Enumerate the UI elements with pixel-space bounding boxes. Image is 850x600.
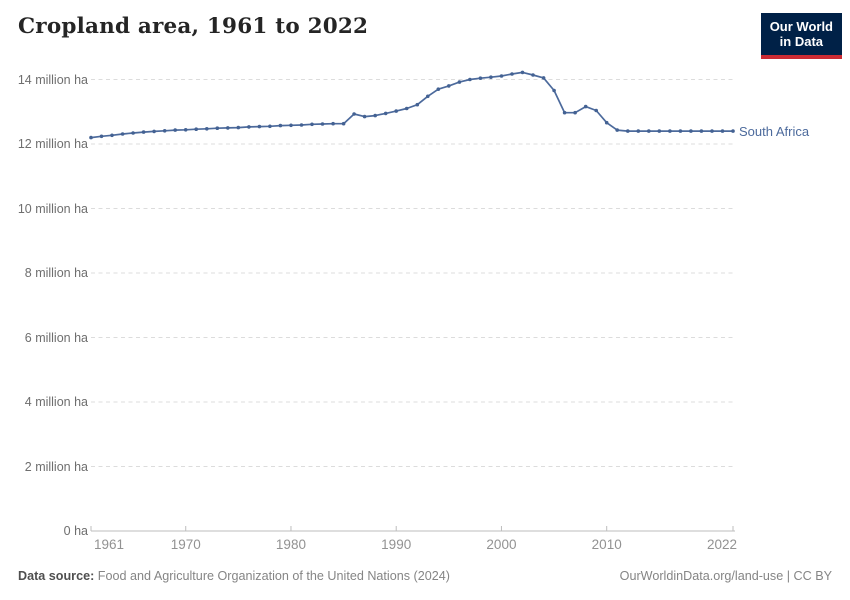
data-point — [583, 104, 588, 109]
data-point — [205, 127, 209, 131]
data-point — [320, 122, 325, 126]
data-point — [89, 135, 93, 140]
series-label-south-africa[interactable]: South Africa — [739, 124, 810, 140]
license-credit[interactable]: OurWorldinData.org/land-use | CC BY — [619, 569, 832, 583]
data-point — [489, 75, 493, 79]
data-point — [594, 108, 598, 113]
y-axis-tick-label: 8 million ha — [24, 266, 88, 280]
data-point — [268, 124, 272, 129]
data-point — [215, 126, 220, 130]
data-point — [226, 126, 230, 130]
data-source-label: Data source: — [18, 569, 95, 583]
data-point — [362, 114, 367, 119]
data-point — [478, 76, 483, 80]
x-axis-tick-label: 2022 — [706, 537, 737, 552]
x-axis-tick-label: 1990 — [381, 537, 412, 552]
data-point — [710, 129, 714, 133]
data-point — [310, 122, 314, 127]
data-point — [289, 123, 293, 128]
x-axis-tick-label: 2010 — [591, 537, 622, 552]
data-point — [520, 70, 525, 75]
data-source-note: Data source: Food and Agriculture Organi… — [18, 569, 450, 583]
data-point — [668, 129, 672, 133]
data-point — [531, 73, 535, 77]
data-point — [647, 129, 651, 133]
data-point — [257, 124, 262, 129]
data-point — [447, 84, 451, 88]
data-point — [173, 128, 177, 132]
data-point — [636, 129, 641, 133]
data-point — [499, 74, 504, 78]
y-axis-tick-label: 12 million ha — [17, 137, 88, 151]
data-point — [341, 121, 346, 126]
data-point — [541, 76, 546, 80]
y-axis-tick-label: 2 million ha — [24, 459, 88, 474]
data-point — [699, 129, 704, 133]
data-point — [657, 129, 662, 133]
data-point — [562, 110, 567, 115]
data-point — [404, 106, 409, 111]
owid-logo-box: Our World in Data — [760, 13, 842, 55]
data-point — [383, 111, 388, 116]
data-point — [468, 77, 472, 82]
data-line-south-africa — [90, 71, 734, 139]
owid-logo-line2: in Data — [779, 34, 824, 50]
chart-footer: Data source: Food and Agriculture Organi… — [0, 569, 850, 589]
x-axis-tick-label: 1961 — [94, 537, 125, 552]
data-point — [299, 123, 304, 127]
owid-logo[interactable]: Our World in Data — [760, 13, 842, 59]
data-point — [141, 130, 146, 134]
data-point — [110, 133, 114, 138]
data-point — [162, 129, 167, 133]
data-point — [131, 131, 135, 135]
data-point — [278, 123, 283, 128]
data-point — [604, 120, 609, 125]
data-point — [678, 129, 683, 133]
data-point — [426, 94, 430, 99]
y-axis-tick-label: 14 million ha — [17, 72, 88, 87]
data-point — [415, 102, 420, 107]
x-axis-tick-label: 2000 — [486, 537, 517, 552]
data-source-text: Food and Agriculture Organization of the… — [97, 569, 450, 583]
x-axis-tick-label: 1980 — [275, 537, 306, 552]
owid-logo-line1: Our World — [769, 19, 833, 34]
data-point — [573, 110, 577, 115]
y-axis-tick-label: 6 million ha — [24, 330, 88, 345]
data-point — [626, 129, 630, 133]
data-point — [352, 112, 356, 116]
data-point — [510, 72, 514, 76]
data-point — [373, 113, 378, 118]
chart-title: Cropland area, 1961 to 2022 — [18, 14, 369, 39]
data-point — [457, 80, 462, 84]
data-point — [436, 87, 441, 91]
data-point — [394, 109, 399, 113]
y-axis-tick-label: 0 ha — [63, 524, 88, 538]
y-axis-tick-label: 4 million ha — [24, 395, 88, 409]
data-point — [731, 129, 735, 133]
x-axis-tick-label: 1970 — [170, 537, 201, 552]
y-axis-tick-label: 10 million ha — [17, 201, 88, 216]
data-point — [183, 128, 188, 132]
data-point — [247, 125, 251, 129]
owid-logo-accent-bar — [760, 54, 842, 59]
data-point — [120, 132, 125, 136]
data-point — [331, 121, 335, 126]
data-point — [152, 129, 156, 134]
data-point — [720, 129, 725, 133]
data-point — [552, 88, 556, 93]
data-point — [615, 128, 619, 132]
data-point — [194, 127, 198, 131]
data-point — [99, 134, 104, 139]
data-point — [689, 129, 693, 133]
data-point — [236, 125, 241, 130]
